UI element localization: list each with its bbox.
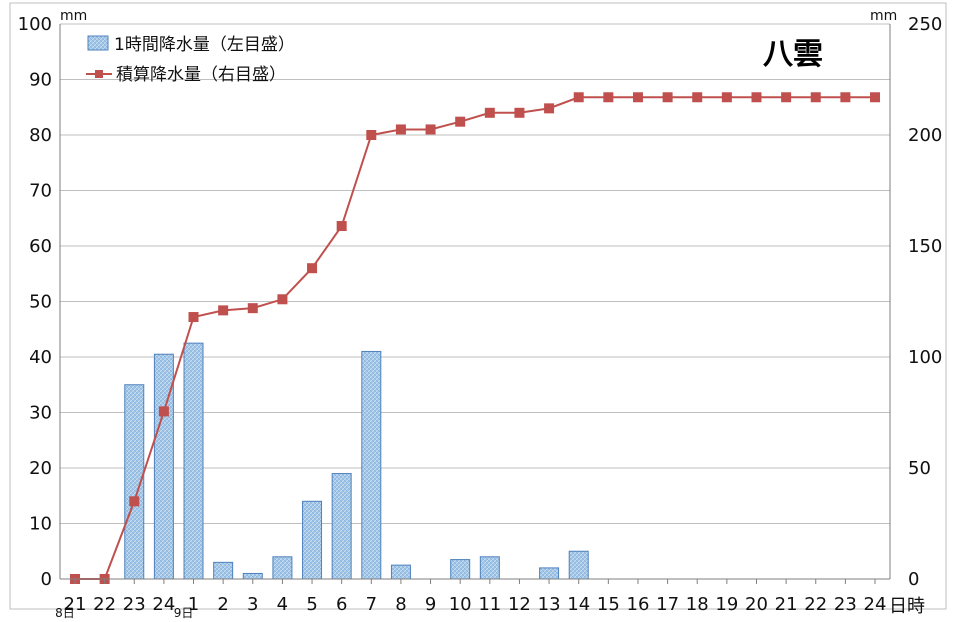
bar-13-16 — [539, 567, 560, 580]
line-point — [751, 92, 762, 103]
x-tick-label: 3 — [247, 594, 258, 615]
line-point — [514, 107, 525, 118]
x-tick-label: 8 — [395, 594, 406, 615]
left-tick-label: 10 — [29, 514, 52, 535]
left-tick-label: 40 — [29, 347, 52, 368]
x-tick-label: 14 — [567, 594, 590, 615]
left-tick-label: 20 — [29, 458, 52, 479]
right-axis-unit: mm — [870, 8, 897, 24]
right-tick-label: 0 — [908, 569, 919, 590]
x-tick-label: 21 — [775, 594, 798, 615]
legend: 1時間降水量（左目盛） 積算降水量（右目盛） — [86, 35, 295, 85]
line-point — [336, 221, 347, 232]
x-tick-label: 21 — [64, 594, 87, 615]
x-tick-label: 22 — [804, 594, 827, 615]
line-point — [721, 92, 732, 103]
right-tick-label: 200 — [908, 125, 942, 146]
line-point — [840, 92, 851, 103]
line-point — [484, 107, 495, 118]
bar-1-4 — [183, 342, 204, 580]
line-point — [366, 130, 377, 140]
left-axis-unit: mm — [60, 8, 87, 24]
legend-line-marker — [95, 70, 103, 78]
x-tick-label: 17 — [656, 594, 679, 615]
left-tick-label: 60 — [29, 236, 52, 257]
left-tick-label: 30 — [29, 403, 52, 424]
line-point — [810, 92, 821, 103]
line-point — [603, 92, 614, 103]
x-tick-label: 1 — [188, 594, 199, 615]
bar-5-8 — [302, 500, 323, 580]
bar-6-9 — [331, 473, 352, 580]
x-tick-label: 12 — [508, 594, 531, 615]
bar-8-11 — [390, 564, 411, 580]
x-tick-label: 20 — [745, 594, 768, 615]
cumulative-line — [75, 96, 876, 580]
x-tick-label: 19 — [715, 594, 738, 615]
line-point — [188, 312, 199, 323]
left-tick-label: 0 — [41, 569, 52, 590]
right-tick-label: 50 — [908, 458, 931, 479]
legend-line-label: 積算降水量（右目盛） — [116, 65, 286, 85]
x-tick-label: 13 — [538, 594, 561, 615]
x-tick-label: 5 — [306, 594, 317, 615]
line-point — [662, 92, 673, 103]
x-tick-label: 15 — [597, 594, 620, 615]
right-tick-label: 100 — [908, 347, 942, 368]
x-tick-label: 7 — [366, 594, 377, 615]
x-tick-label: 6 — [336, 594, 347, 615]
line-point — [395, 124, 406, 135]
x-tick-label: 18 — [686, 594, 709, 615]
line-series — [70, 92, 881, 584]
x-tick-label: 23 — [123, 594, 146, 615]
line-point — [544, 103, 555, 114]
right-tick-label: 250 — [908, 14, 942, 35]
x-tick-label: 22 — [93, 594, 116, 615]
line-point — [632, 92, 643, 103]
right-tick-label: 150 — [908, 236, 942, 257]
bar-10-13 — [450, 559, 471, 580]
x-tick-label: 11 — [478, 594, 501, 615]
line-point — [307, 263, 318, 274]
line-point — [425, 124, 436, 135]
line-point — [218, 305, 229, 316]
legend-bar-label: 1時間降水量（左目盛） — [114, 35, 295, 55]
line-point — [781, 92, 792, 103]
date-label: 9日 — [174, 606, 194, 620]
x-tick-label: 16 — [627, 594, 650, 615]
chart-title: 八雲 — [763, 37, 823, 72]
line-point — [573, 92, 584, 103]
bar-7-10 — [361, 350, 382, 580]
left-tick-label: 90 — [29, 70, 52, 91]
x-tick-label: 9 — [425, 594, 436, 615]
x-tick-label: 10 — [449, 594, 472, 615]
line-point — [455, 116, 466, 127]
legend-bar-swatch — [87, 35, 109, 51]
x-tick-label: 4 — [277, 594, 288, 615]
x-tick-label: 2 — [217, 594, 228, 615]
x-tick-label: 24 — [864, 594, 887, 615]
line-point — [247, 303, 258, 314]
line-point — [129, 496, 140, 507]
left-tick-label: 80 — [29, 125, 52, 146]
left-tick-label: 100 — [18, 14, 52, 35]
x-axis-unit: 日時 — [889, 596, 925, 617]
bar-3-6 — [242, 572, 263, 580]
x-tick-label: 23 — [834, 594, 857, 615]
bar-2-5 — [213, 561, 234, 580]
line-point — [870, 92, 881, 103]
line-point — [277, 294, 288, 305]
bar-11-14 — [479, 556, 500, 580]
bar-14-17 — [568, 550, 589, 580]
x-tick-label: 24 — [152, 594, 175, 615]
date-label: 8日 — [55, 606, 75, 620]
left-tick-label: 50 — [29, 292, 52, 313]
bar-4-7 — [272, 556, 293, 580]
line-point — [158, 406, 169, 417]
chart-frame — [9, 2, 947, 610]
line-point — [692, 92, 703, 103]
left-tick-label: 70 — [29, 181, 52, 202]
